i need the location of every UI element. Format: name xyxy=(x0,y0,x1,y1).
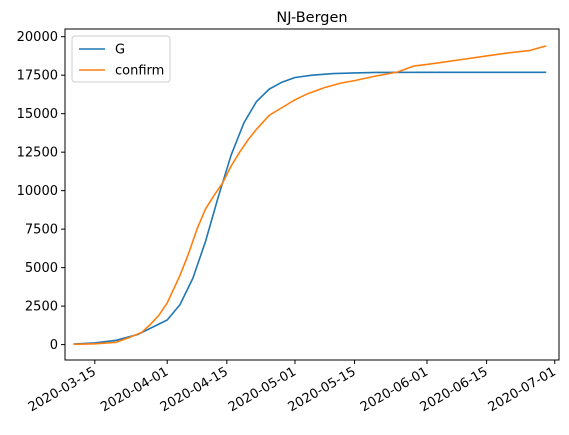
y-tick-label: 5000 xyxy=(25,261,58,276)
x-tick-label: 2020-06-15 xyxy=(418,364,491,415)
y-tick-label: 20000 xyxy=(17,30,58,45)
series-line-G xyxy=(73,71,547,345)
y-tick-label: 12500 xyxy=(17,146,58,161)
legend-label: confirm xyxy=(115,64,164,79)
series-line-confirm xyxy=(73,45,547,346)
x-tick-label: 2020-03-15 xyxy=(26,364,99,415)
y-tick-label: 10000 xyxy=(17,184,58,199)
y-tick-label: 0 xyxy=(50,338,58,353)
chart-title: NJ-Bergen xyxy=(276,10,347,26)
x-axis: 2020-03-15 2020-04-012020-04-152020-05-01… xyxy=(26,360,559,415)
y-tick-label: 7500 xyxy=(25,223,58,238)
series-layer xyxy=(73,45,547,346)
legend-label: G xyxy=(115,43,125,58)
x-tick-label: 2020-07-01 xyxy=(486,364,559,415)
plot-frame xyxy=(64,28,560,361)
y-tick-label: 17500 xyxy=(17,69,58,84)
x-tick-label: 2020-04-15 xyxy=(158,364,231,415)
y-tick-label: 15000 xyxy=(17,107,58,122)
x-tick-label: 2020-05-15 xyxy=(286,364,359,415)
y-axis: 0 2500 5000 7500 10000 12500 15000 17500 20000 xyxy=(17,30,65,353)
y-tick-label: 2500 xyxy=(25,300,58,315)
